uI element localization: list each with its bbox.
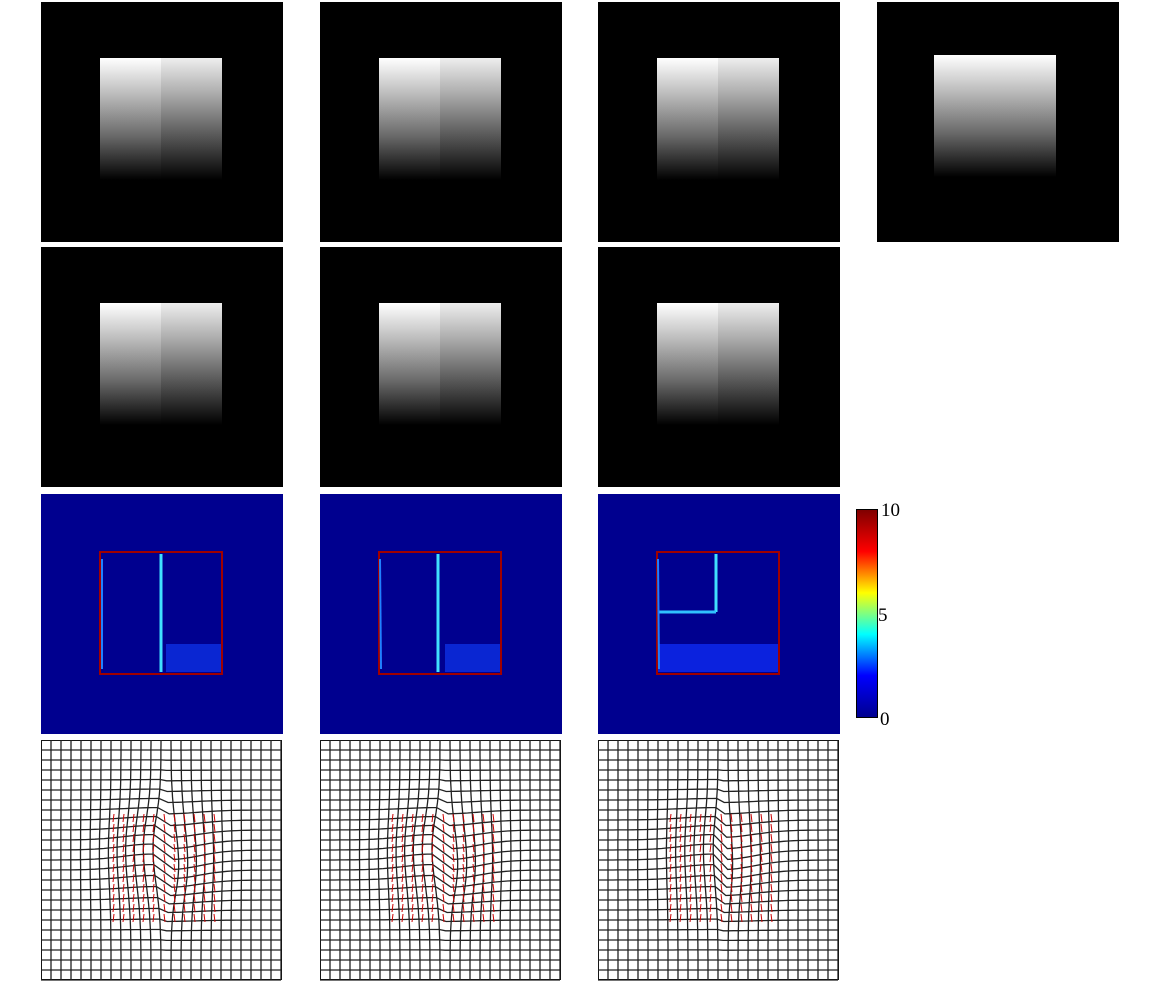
deformation-grid — [598, 740, 839, 981]
right-block — [718, 58, 779, 180]
left-block — [657, 303, 718, 425]
left-block — [379, 303, 440, 425]
left-block — [100, 58, 161, 180]
error-map-panel — [598, 494, 840, 734]
error-outline — [656, 551, 780, 675]
right-block — [440, 303, 501, 425]
reference-image-panel — [877, 2, 1119, 242]
colorbar-tick-max: 10 — [881, 500, 900, 521]
colorbar-tick-min: 0 — [880, 709, 890, 730]
image-panel — [41, 247, 283, 487]
left-block — [100, 303, 161, 425]
error-map-panel — [41, 494, 283, 734]
error-map-panel — [320, 494, 562, 734]
left-block — [379, 58, 440, 180]
image-panel — [41, 2, 283, 242]
error-outline — [378, 551, 502, 675]
colorbar-tick-mid: 5 — [878, 605, 888, 626]
deformation-grid — [320, 740, 561, 981]
image-panel — [320, 2, 562, 242]
deformation-grid-panel — [320, 740, 562, 981]
image-panel — [320, 247, 562, 487]
left-block — [657, 58, 718, 180]
error-map — [656, 551, 780, 675]
left-block — [934, 55, 995, 177]
image-panel — [598, 2, 840, 242]
error-outline — [99, 551, 223, 675]
deformation-grid-panel — [41, 740, 283, 981]
right-block — [161, 58, 222, 180]
error-map — [99, 551, 223, 675]
deformation-grid — [41, 740, 282, 981]
deformation-grid-panel — [598, 740, 840, 981]
right-block — [440, 58, 501, 180]
colorbar — [856, 509, 878, 718]
right-block — [161, 303, 222, 425]
right-block — [718, 303, 779, 425]
error-map — [378, 551, 502, 675]
right-block — [995, 55, 1056, 177]
image-panel — [598, 247, 840, 487]
